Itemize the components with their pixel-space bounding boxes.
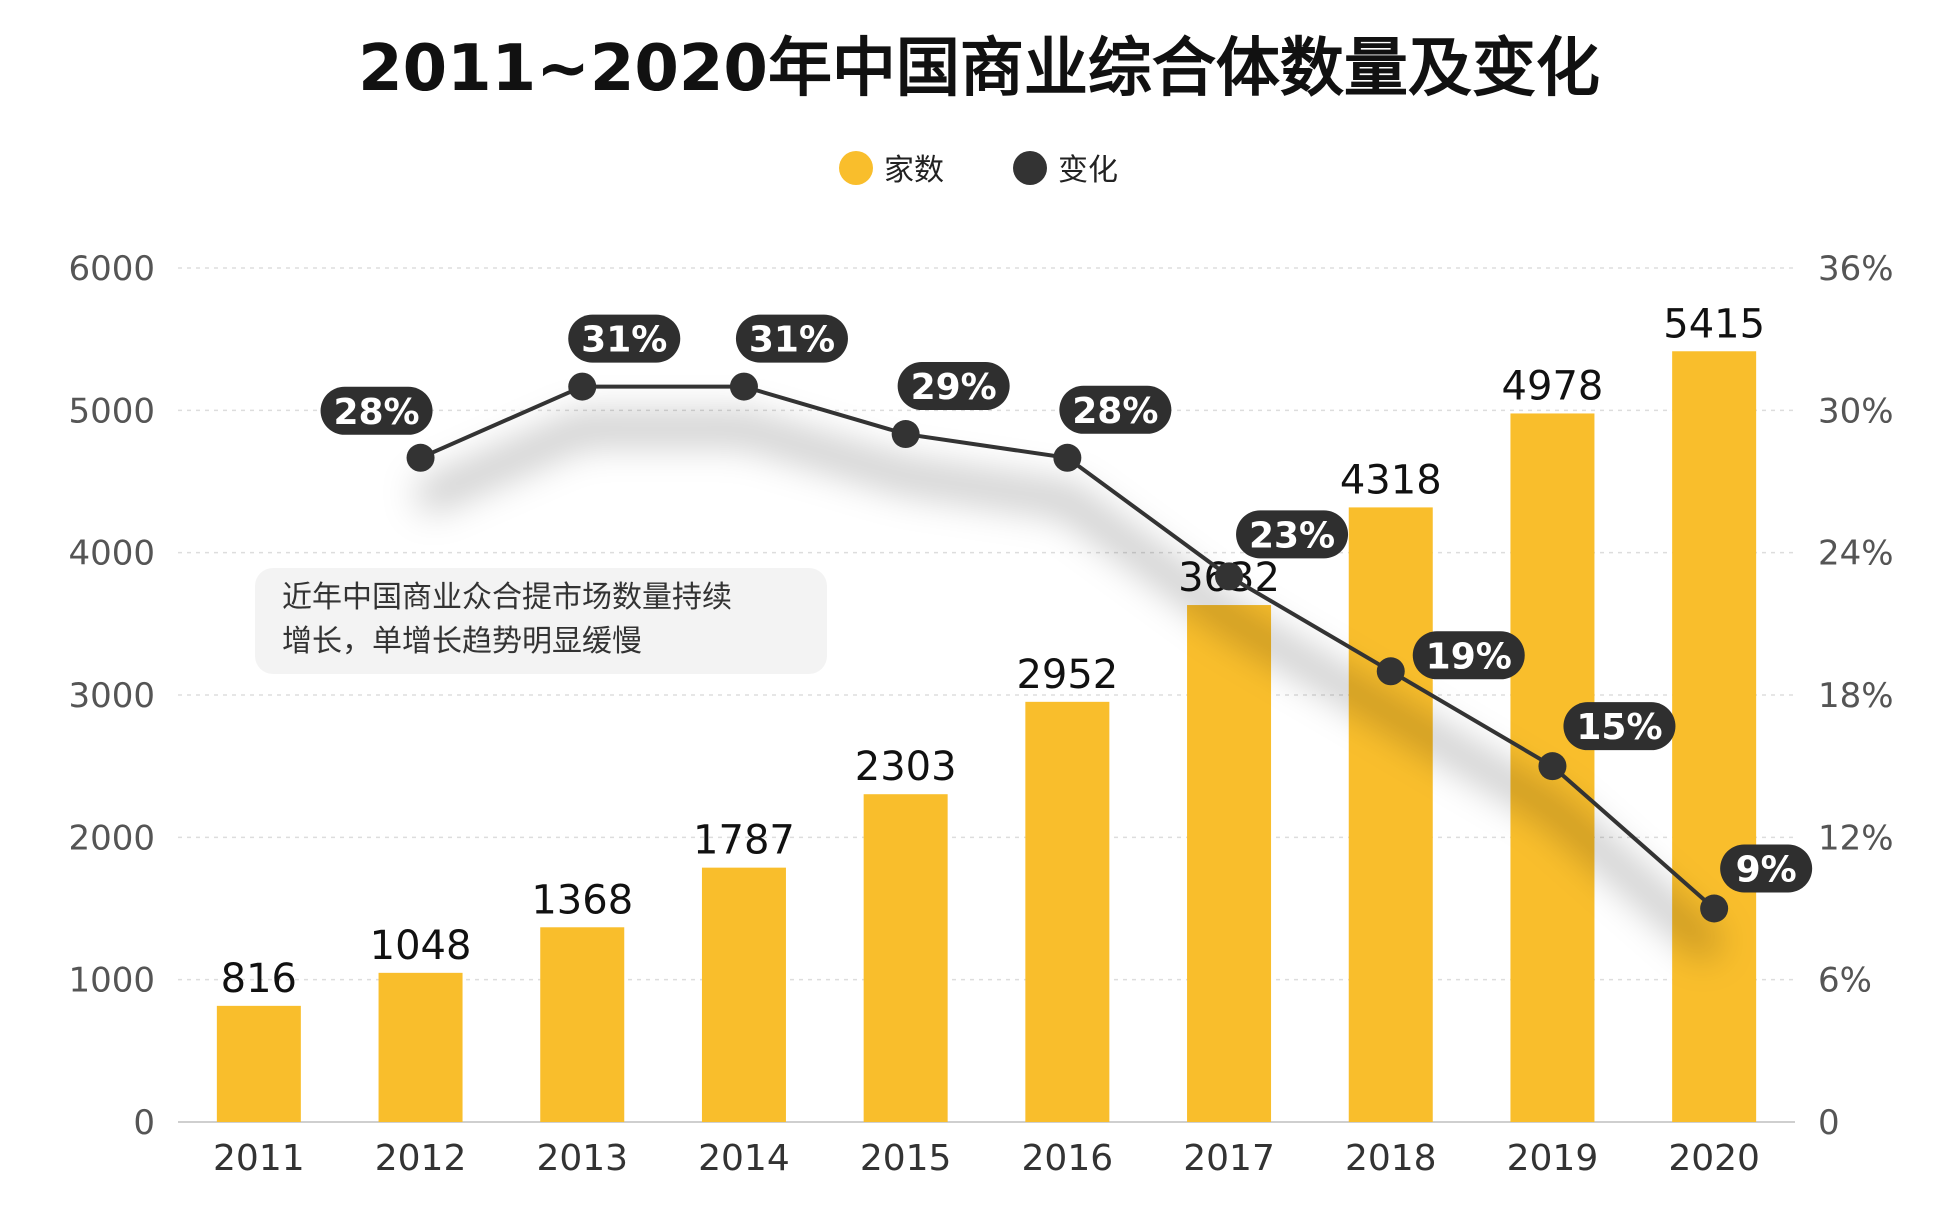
- left-axis-tick: 5000: [68, 391, 155, 431]
- x-axis-tick: 2011: [213, 1138, 305, 1179]
- line-point: [1538, 752, 1567, 781]
- x-axis-tick: 2019: [1507, 1138, 1599, 1179]
- bar: [1025, 701, 1110, 1122]
- x-axis-tick: 2016: [1022, 1138, 1114, 1179]
- bar-value-label: 1368: [531, 877, 633, 923]
- x-axis-tick: 2012: [375, 1138, 467, 1179]
- line-label-pill: [1059, 385, 1172, 434]
- line-label-pill: [1412, 631, 1525, 680]
- right-axis-tick: 6%: [1818, 961, 1872, 1001]
- x-axis-tick: 2015: [860, 1138, 952, 1179]
- line-series: 28% 31% 31% 29% 28% 23% 19% 15% 9%: [320, 314, 1813, 923]
- left-axis-tick: 4000: [68, 534, 155, 574]
- bar-value-label: 4978: [1502, 363, 1604, 409]
- line-point: [1700, 894, 1729, 923]
- line-point: [729, 372, 758, 401]
- bar: [540, 927, 625, 1122]
- x-axis-tick: 2018: [1345, 1138, 1437, 1179]
- bar: [1187, 605, 1272, 1122]
- line-label-pill: [1236, 510, 1349, 559]
- bar: [216, 1005, 301, 1122]
- legend-label-2: 变化: [1058, 153, 1118, 188]
- x-axis-tick: 2017: [1183, 1138, 1275, 1179]
- line-value-label: 19%: [1426, 636, 1512, 677]
- bar-value-label: 5415: [1663, 301, 1765, 347]
- bar-value-label: 4318: [1340, 457, 1442, 503]
- line-label-pill: [1563, 702, 1676, 751]
- annotation-line-2: 增长，单增长趋势明显缓慢: [282, 624, 642, 659]
- line-label-pill: [735, 314, 848, 363]
- annotation-line-1: 近年中国商业众合提市场数量持续: [282, 580, 732, 615]
- right-axis-tick: 36%: [1818, 249, 1894, 289]
- bar-value-label: 816: [221, 956, 297, 1002]
- bar: [378, 972, 463, 1122]
- line-point: [568, 372, 597, 401]
- x-axis-tick: 2020: [1668, 1138, 1760, 1179]
- line-value-label: 31%: [749, 320, 835, 361]
- legend-label-1: 家数: [884, 153, 944, 188]
- line-label-pill: [320, 386, 433, 435]
- left-axis-tick: 3000: [68, 676, 155, 716]
- line-point: [1053, 443, 1082, 472]
- left-axis-tick: 0: [133, 1103, 155, 1143]
- line-value-label: 31%: [581, 320, 667, 361]
- line-point: [406, 443, 435, 472]
- left-axis-tick: 6000: [68, 249, 155, 289]
- x-axis-tick: 2014: [698, 1138, 790, 1179]
- line-value-label: 23%: [1249, 515, 1335, 556]
- bar-value-label: 1787: [693, 818, 795, 864]
- right-axis-tick: 24%: [1818, 534, 1894, 574]
- right-axis-tick: 0: [1818, 1103, 1840, 1143]
- legend-swatch-1: [839, 151, 873, 185]
- bar: [1672, 351, 1757, 1122]
- bar-series: [216, 351, 1757, 1122]
- x-axis-tick: 2013: [536, 1138, 628, 1179]
- right-axis-tick: 12%: [1818, 818, 1894, 858]
- line-label-pill: [1720, 844, 1813, 893]
- line-value-label: 9%: [1736, 850, 1797, 891]
- line-value-label: 15%: [1576, 707, 1662, 748]
- bar-value-label: 2952: [1016, 652, 1118, 698]
- bar: [701, 867, 786, 1122]
- x-axis: 2011 2012 2013 2014 2015 2016 2017 2018 2019 2020: [213, 1138, 1760, 1179]
- line-value-label: 29%: [911, 367, 997, 408]
- left-axis-tick: 1000: [68, 961, 155, 1001]
- line-point: [1376, 657, 1405, 686]
- line-point: [1215, 562, 1244, 591]
- line-value-label: 28%: [333, 392, 419, 433]
- line-shadow-path: [414, 413, 1725, 962]
- left-axis-tick: 2000: [68, 818, 155, 858]
- left-axis: 0 1000 2000 3000 4000 5000 6000: [68, 249, 155, 1143]
- chart-title: 2011~2020年中国商业综合体数量及变化: [358, 32, 1600, 106]
- line-value-label: 28%: [1072, 391, 1158, 432]
- right-axis: 0 6% 12% 18% 24% 30% 36%: [1818, 249, 1894, 1143]
- line-label-pill: [568, 314, 681, 363]
- line-shadow: [414, 413, 1725, 962]
- legend-swatch-2: [1013, 151, 1047, 185]
- bar: [863, 794, 948, 1122]
- right-axis-tick: 30%: [1818, 391, 1894, 431]
- legend: 家数 变化: [839, 151, 1118, 188]
- bar-value-label: 1048: [370, 923, 472, 969]
- line-label-pill: [897, 362, 1010, 411]
- bar: [1348, 507, 1433, 1122]
- bar-value-label: 2303: [855, 744, 957, 790]
- right-axis-tick: 18%: [1818, 676, 1894, 716]
- annotation-background: [255, 568, 827, 674]
- line-point: [891, 420, 920, 449]
